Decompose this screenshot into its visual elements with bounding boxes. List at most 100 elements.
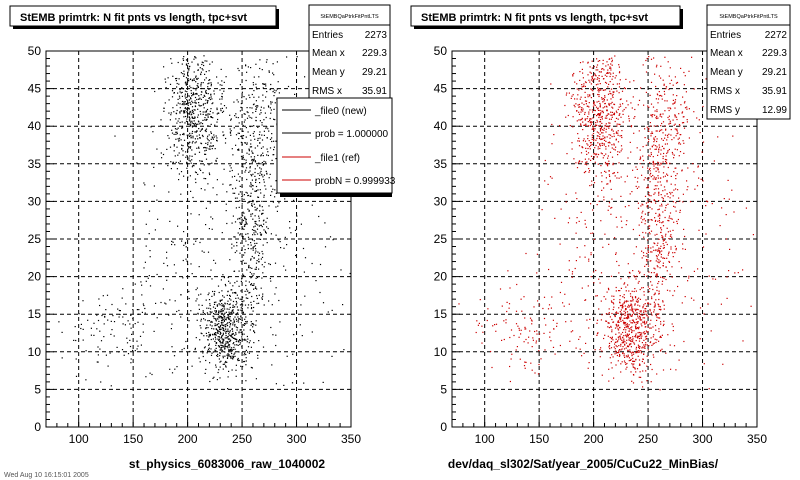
scatter-point bbox=[229, 318, 231, 320]
scatter-point bbox=[258, 217, 260, 219]
scatter-point bbox=[659, 252, 661, 254]
scatter-point bbox=[671, 139, 673, 141]
scatter-point bbox=[228, 349, 230, 351]
scatter-point bbox=[632, 366, 634, 368]
scatter-point bbox=[223, 81, 225, 83]
scatter-point bbox=[639, 156, 642, 158]
scatter-point bbox=[651, 298, 653, 300]
scatter-point bbox=[590, 254, 592, 256]
scatter-point bbox=[655, 299, 657, 301]
scatter-point bbox=[598, 138, 601, 140]
scatter-point bbox=[238, 193, 240, 195]
scatter-point bbox=[185, 340, 187, 343]
scatter-point bbox=[655, 148, 657, 150]
scatter-point bbox=[635, 358, 637, 360]
scatter-point bbox=[241, 91, 243, 93]
scatter-point bbox=[585, 103, 587, 105]
scatter-point bbox=[603, 337, 605, 340]
scatter-point bbox=[663, 238, 665, 240]
left-title: StEMB primtrk: N fit pnts vs length, tpc… bbox=[20, 12, 247, 24]
scatter-point bbox=[559, 243, 561, 245]
scatter-point bbox=[621, 339, 623, 341]
scatter-point bbox=[251, 367, 253, 369]
scatter-point bbox=[608, 134, 610, 136]
scatter-point bbox=[160, 125, 162, 127]
scatter-point bbox=[678, 124, 681, 126]
scatter-point bbox=[230, 119, 232, 121]
scatter-point bbox=[129, 345, 132, 348]
scatter-point bbox=[721, 207, 723, 209]
scatter-point bbox=[624, 344, 626, 346]
scatter-point bbox=[231, 369, 233, 371]
scatter-point bbox=[631, 352, 633, 354]
scatter-point bbox=[227, 376, 229, 378]
scatter-point bbox=[208, 97, 210, 99]
scatter-point bbox=[687, 280, 689, 282]
scatter-point bbox=[187, 69, 189, 71]
y-tick-label: 45 bbox=[434, 82, 448, 96]
scatter-point bbox=[660, 194, 662, 196]
scatter-point bbox=[745, 207, 747, 209]
scatter-point bbox=[650, 133, 652, 135]
scatter-point bbox=[672, 195, 674, 197]
scatter-point bbox=[186, 134, 188, 136]
scatter-point bbox=[218, 339, 220, 341]
scatter-point bbox=[683, 142, 685, 144]
scatter-point bbox=[222, 338, 224, 340]
scatter-point bbox=[515, 323, 518, 325]
scatter-point bbox=[149, 256, 151, 258]
scatter-point bbox=[262, 293, 264, 295]
scatter-point bbox=[625, 308, 627, 310]
scatter-point bbox=[660, 125, 662, 127]
scatter-point bbox=[580, 124, 582, 126]
scatter-point bbox=[606, 114, 608, 116]
scatter-point bbox=[142, 323, 144, 325]
scatter-point bbox=[252, 84, 255, 86]
scatter-point bbox=[82, 328, 84, 330]
scatter-point bbox=[649, 341, 651, 344]
scatter-point bbox=[238, 309, 240, 311]
scatter-point bbox=[618, 86, 621, 88]
scatter-point bbox=[269, 107, 271, 109]
scatter-point bbox=[261, 162, 263, 164]
scatter-point bbox=[608, 83, 610, 85]
scatter-point bbox=[260, 170, 262, 172]
scatter-point bbox=[249, 96, 251, 99]
scatter-point bbox=[176, 131, 178, 133]
scatter-point bbox=[271, 140, 273, 143]
scatter-point bbox=[231, 148, 233, 150]
scatter-point bbox=[232, 192, 234, 194]
scatter-point bbox=[244, 352, 246, 354]
scatter-point bbox=[611, 61, 613, 63]
scatter-point bbox=[656, 233, 658, 235]
scatter-point bbox=[241, 185, 243, 188]
scatter-point bbox=[238, 332, 240, 334]
scatter-point bbox=[225, 107, 227, 109]
scatter-point bbox=[210, 116, 212, 118]
scatter-point bbox=[242, 273, 244, 275]
scatter-point bbox=[222, 295, 224, 297]
scatter-point bbox=[626, 317, 628, 319]
scatter-point bbox=[195, 102, 197, 104]
scatter-point bbox=[245, 127, 247, 129]
scatter-point bbox=[232, 348, 234, 351]
scatter-point bbox=[605, 140, 607, 142]
scatter-point bbox=[543, 332, 545, 334]
scatter-point bbox=[219, 328, 221, 330]
scatter-point bbox=[568, 303, 570, 305]
scatter-point bbox=[597, 114, 599, 116]
scatter-point bbox=[246, 288, 248, 290]
scatter-point bbox=[195, 131, 197, 133]
scatter-point bbox=[114, 135, 116, 137]
scatter-point bbox=[609, 81, 611, 83]
scatter-point bbox=[646, 206, 648, 208]
scatter-point bbox=[176, 168, 178, 170]
scatter-point bbox=[674, 123, 676, 125]
scatter-point bbox=[520, 298, 522, 300]
scatter-point bbox=[683, 84, 685, 86]
scatter-point bbox=[90, 327, 92, 329]
scatter-point bbox=[183, 56, 185, 58]
scatter-point bbox=[670, 183, 672, 185]
scatter-point bbox=[272, 334, 274, 336]
scatter-point bbox=[615, 253, 617, 255]
